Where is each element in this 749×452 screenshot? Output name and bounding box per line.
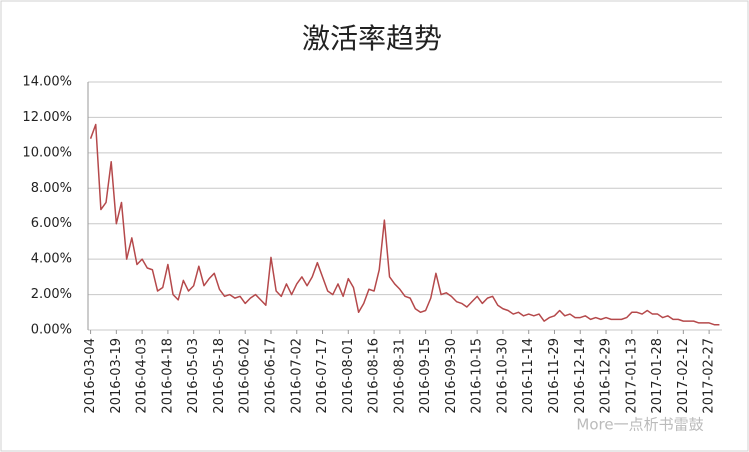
x-tick-label: 2016-03-04 [83, 338, 98, 414]
x-tick-label: 2016-11-14 [521, 338, 536, 414]
y-tick-label: 2.00% [31, 287, 72, 302]
x-tick-label: 2016-06-02 [238, 338, 253, 414]
line-series [89, 123, 720, 326]
watermark: More一点析书雷鼓 [576, 416, 703, 434]
x-tick-label: 2016-07-02 [289, 338, 304, 414]
y-tick-label: 6.00% [31, 216, 72, 231]
x-tick-label: 2016-10-15 [470, 338, 485, 414]
x-tick-label: 2016-05-18 [212, 338, 227, 414]
y-tick-label: 14.00% [22, 75, 72, 90]
x-tick-label: 2016-09-30 [444, 338, 459, 414]
x-tick-label: 2017-02-12 [676, 338, 691, 414]
x-tick-label: 2017-02-27 [702, 338, 717, 414]
x-tick-label: 2016-08-16 [367, 338, 382, 414]
x-tick-label: 2016-09-15 [418, 338, 433, 414]
chart-title: 激活率趋势 [302, 22, 442, 55]
y-tick-label: 8.00% [31, 181, 72, 196]
y-tick-label: 0.00% [31, 323, 72, 338]
x-tick-label: 2016-03-19 [109, 338, 124, 414]
x-tick-label: 2016-05-03 [186, 338, 201, 414]
x-tick-label: 2016-07-17 [315, 338, 330, 414]
x-tick-label: 2016-04-18 [160, 338, 175, 414]
y-tick-label: 10.00% [22, 145, 72, 160]
x-tick-label: 2016-04-03 [135, 338, 150, 414]
x-tick-label: 2016-08-01 [341, 338, 356, 414]
x-tick-label: 2016-11-29 [547, 338, 562, 414]
x-tick-label: 2017-01-13 [624, 338, 639, 414]
x-tick-label: 2016-12-14 [573, 338, 588, 414]
y-tick-label: 12.00% [22, 110, 72, 125]
x-tick-label: 2017-01-28 [650, 338, 665, 414]
x-tick-label: 2016-06-17 [263, 338, 278, 414]
y-tick-label: 4.00% [31, 252, 72, 267]
x-tick-label: 2016-12-29 [599, 338, 614, 414]
x-tick-label: 2016-10-30 [495, 338, 510, 414]
x-tick-label: 2016-08-31 [392, 338, 407, 414]
